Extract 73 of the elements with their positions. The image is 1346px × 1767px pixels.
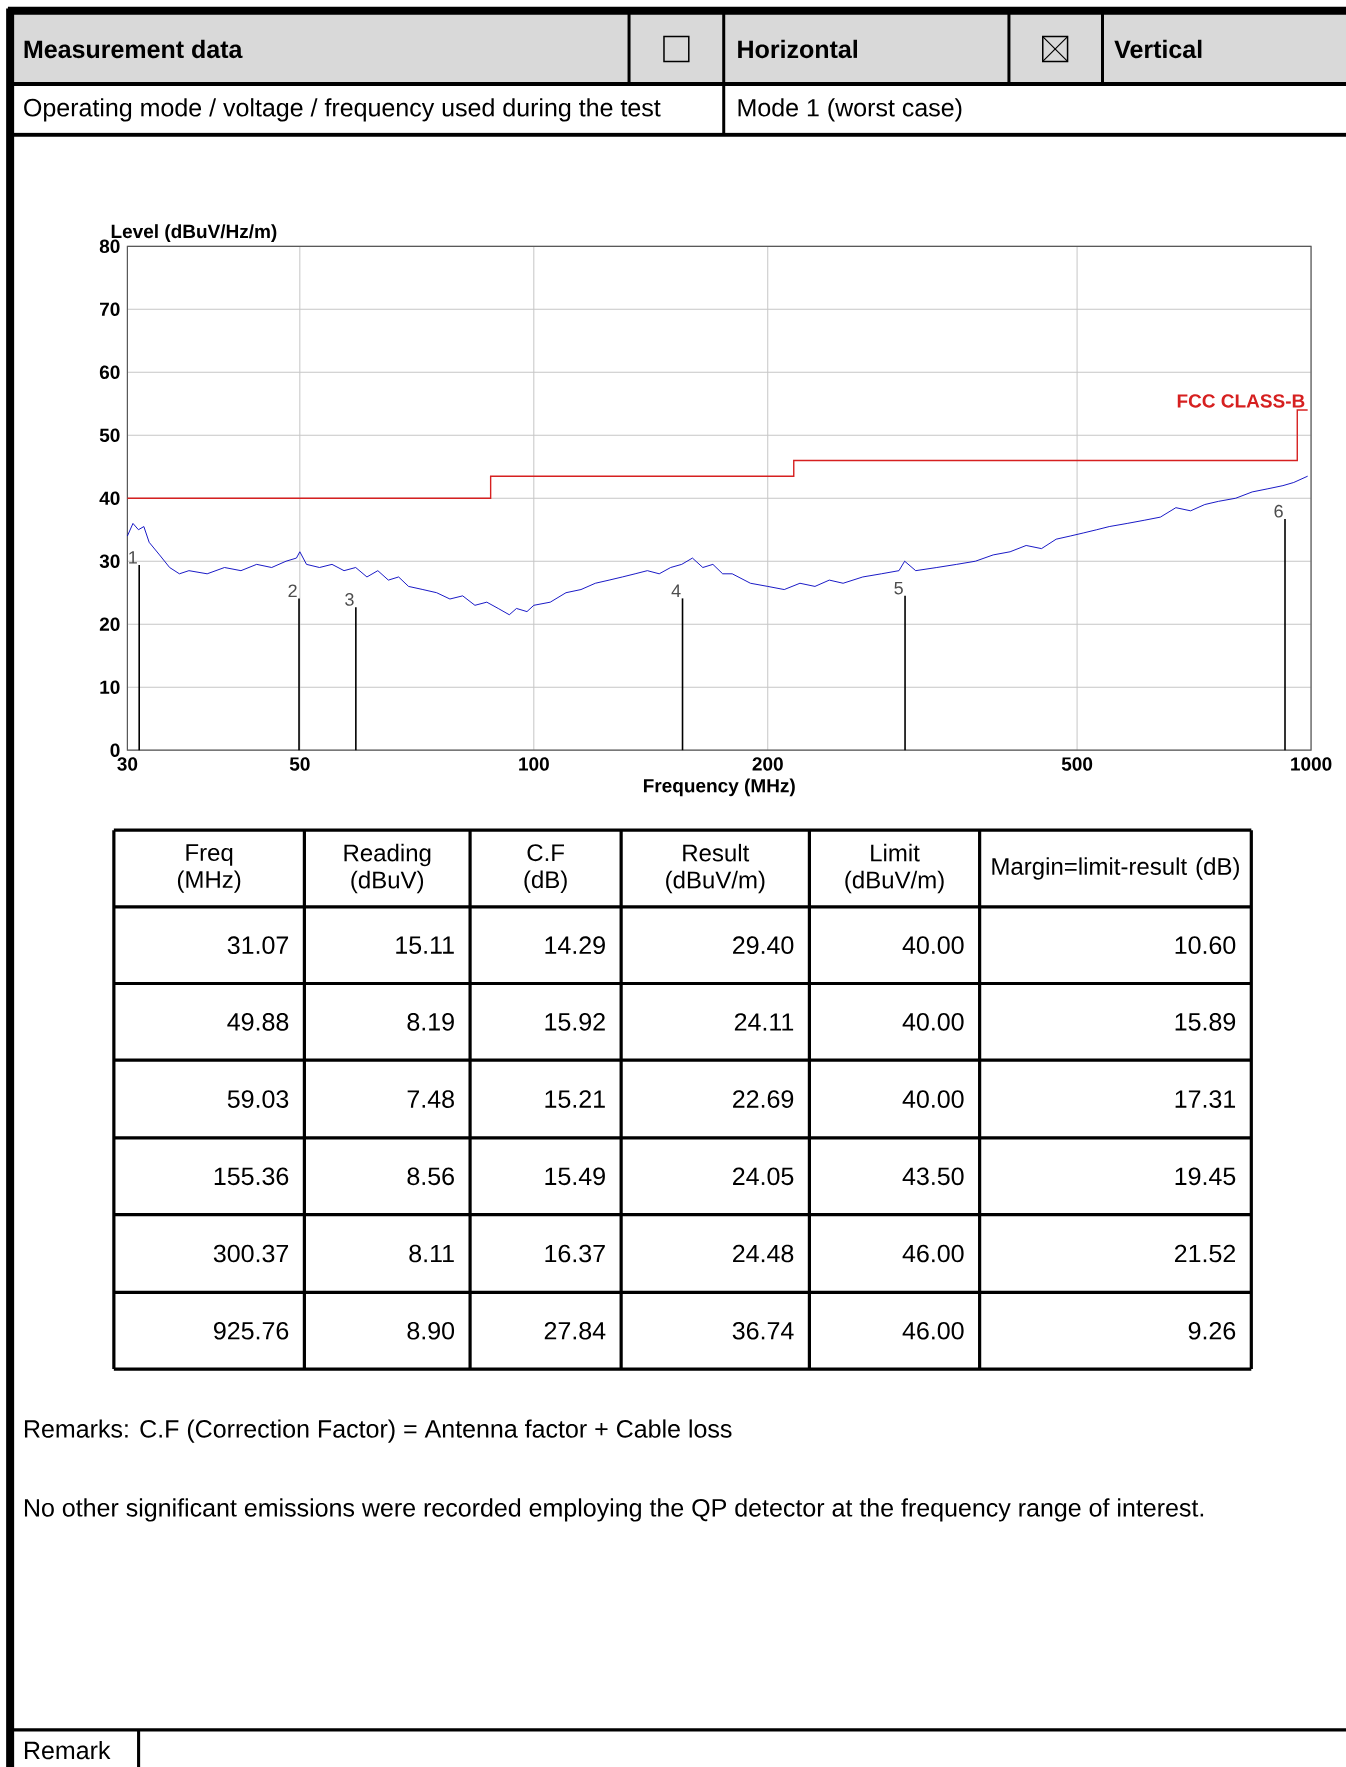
x-axis-title: Frequency (MHz) — [643, 778, 795, 797]
annotation: 1 — [129, 551, 137, 564]
data-label: 17.31 — [1175, 1090, 1236, 1108]
data-label: 29.40 — [733, 936, 794, 955]
x-tick-label: 200 — [752, 757, 783, 771]
annotation: 6 — [1274, 504, 1283, 518]
data-label: 8.19 — [407, 1013, 454, 1031]
x-tick-label: 100 — [519, 757, 549, 771]
data-label: 8.11 — [409, 1244, 454, 1263]
y-tick-label: 80 — [99, 239, 120, 254]
data-label: 15.92 — [545, 1013, 605, 1031]
text: Vertical — [1114, 39, 1202, 59]
y-tick-label: 70 — [100, 302, 120, 316]
data-label: 24.11 — [734, 1013, 794, 1031]
x-tick-label: 500 — [1061, 757, 1093, 771]
data-label: 40.00 — [902, 1013, 964, 1031]
data-label: 300.37 — [213, 1244, 289, 1263]
text: No other significant emissions were recorded employing the QP detector at the frequency range of interest. — [24, 1498, 1204, 1522]
data-label: 43.50 — [902, 1167, 964, 1186]
data-label: 14.29 — [545, 936, 605, 955]
data-label: 49.88 — [227, 1013, 289, 1031]
data-label: 36.74 — [732, 1321, 794, 1340]
text: Remark — [24, 1740, 111, 1760]
text: Mode 1 (worst case) — [738, 98, 962, 122]
annotation: 5 — [894, 581, 903, 595]
text: Horizontal — [738, 39, 857, 59]
text: Operating mode / voltage / frequency used during the test — [24, 98, 661, 122]
data-label: 15.21 — [545, 1090, 605, 1108]
category-label: Result (dBuV/m) — [666, 843, 765, 894]
data-label: 16.37 — [545, 1244, 605, 1263]
data-label: 15.11 — [396, 936, 454, 954]
y-tick-label: 30 — [99, 554, 120, 568]
data-label: 21.52 — [1174, 1244, 1235, 1263]
category-label: Freq (MHz) — [177, 844, 241, 893]
data-label: 19.45 — [1175, 1167, 1236, 1186]
data-label: 24.05 — [733, 1167, 794, 1186]
series-label: FCC CLASS-B — [1177, 394, 1305, 408]
data-label: 59.03 — [227, 1090, 289, 1108]
y-tick-label: 50 — [99, 428, 120, 442]
data-label: 40.00 — [902, 1090, 964, 1108]
y-tick-label: 60 — [99, 365, 120, 379]
x-tick-label: 30 — [117, 757, 138, 771]
annotation: 2 — [288, 584, 297, 597]
y-tick-label: 10 — [100, 680, 120, 694]
data-label: 15.89 — [1175, 1013, 1236, 1031]
data-label: 7.48 — [407, 1090, 454, 1108]
data-label: 8.56 — [407, 1167, 454, 1186]
x-tick-label: 1000 — [1291, 757, 1332, 771]
text: Remarks: C.F (Correction Factor) = Antenna factor + Cable loss — [24, 1419, 732, 1443]
category-label: Limit (dBuV/m) — [845, 843, 944, 894]
category-label: C.F (dB) — [524, 844, 567, 893]
data-label: 27.84 — [544, 1321, 606, 1340]
data-label: 925.76 — [214, 1321, 289, 1340]
data-label: 24.48 — [733, 1244, 794, 1263]
data-label: 46.00 — [902, 1244, 964, 1263]
data-label: 8.90 — [407, 1321, 455, 1340]
x-tick-label: 50 — [289, 757, 310, 771]
data-label: 155.36 — [214, 1167, 289, 1186]
annotation: 3 — [345, 593, 354, 606]
y-tick-label: 0 — [110, 743, 120, 757]
data-label: 15.49 — [545, 1167, 605, 1186]
annotation: 4 — [671, 584, 681, 597]
y-tick-label: 40 — [99, 491, 120, 505]
data-label: 40.00 — [902, 936, 964, 955]
data-label: 9.26 — [1188, 1321, 1236, 1340]
data-label: 31.07 — [227, 936, 289, 955]
category-label: Margin=limit-result (dB) — [992, 857, 1239, 880]
data-label: 46.00 — [902, 1321, 964, 1340]
data-label: 22.69 — [733, 1090, 794, 1108]
text: Measurement data — [24, 39, 243, 59]
data-label: 10.60 — [1175, 936, 1236, 955]
y-tick-label: 20 — [99, 617, 120, 631]
category-label: Reading (dBuV) — [344, 843, 431, 894]
